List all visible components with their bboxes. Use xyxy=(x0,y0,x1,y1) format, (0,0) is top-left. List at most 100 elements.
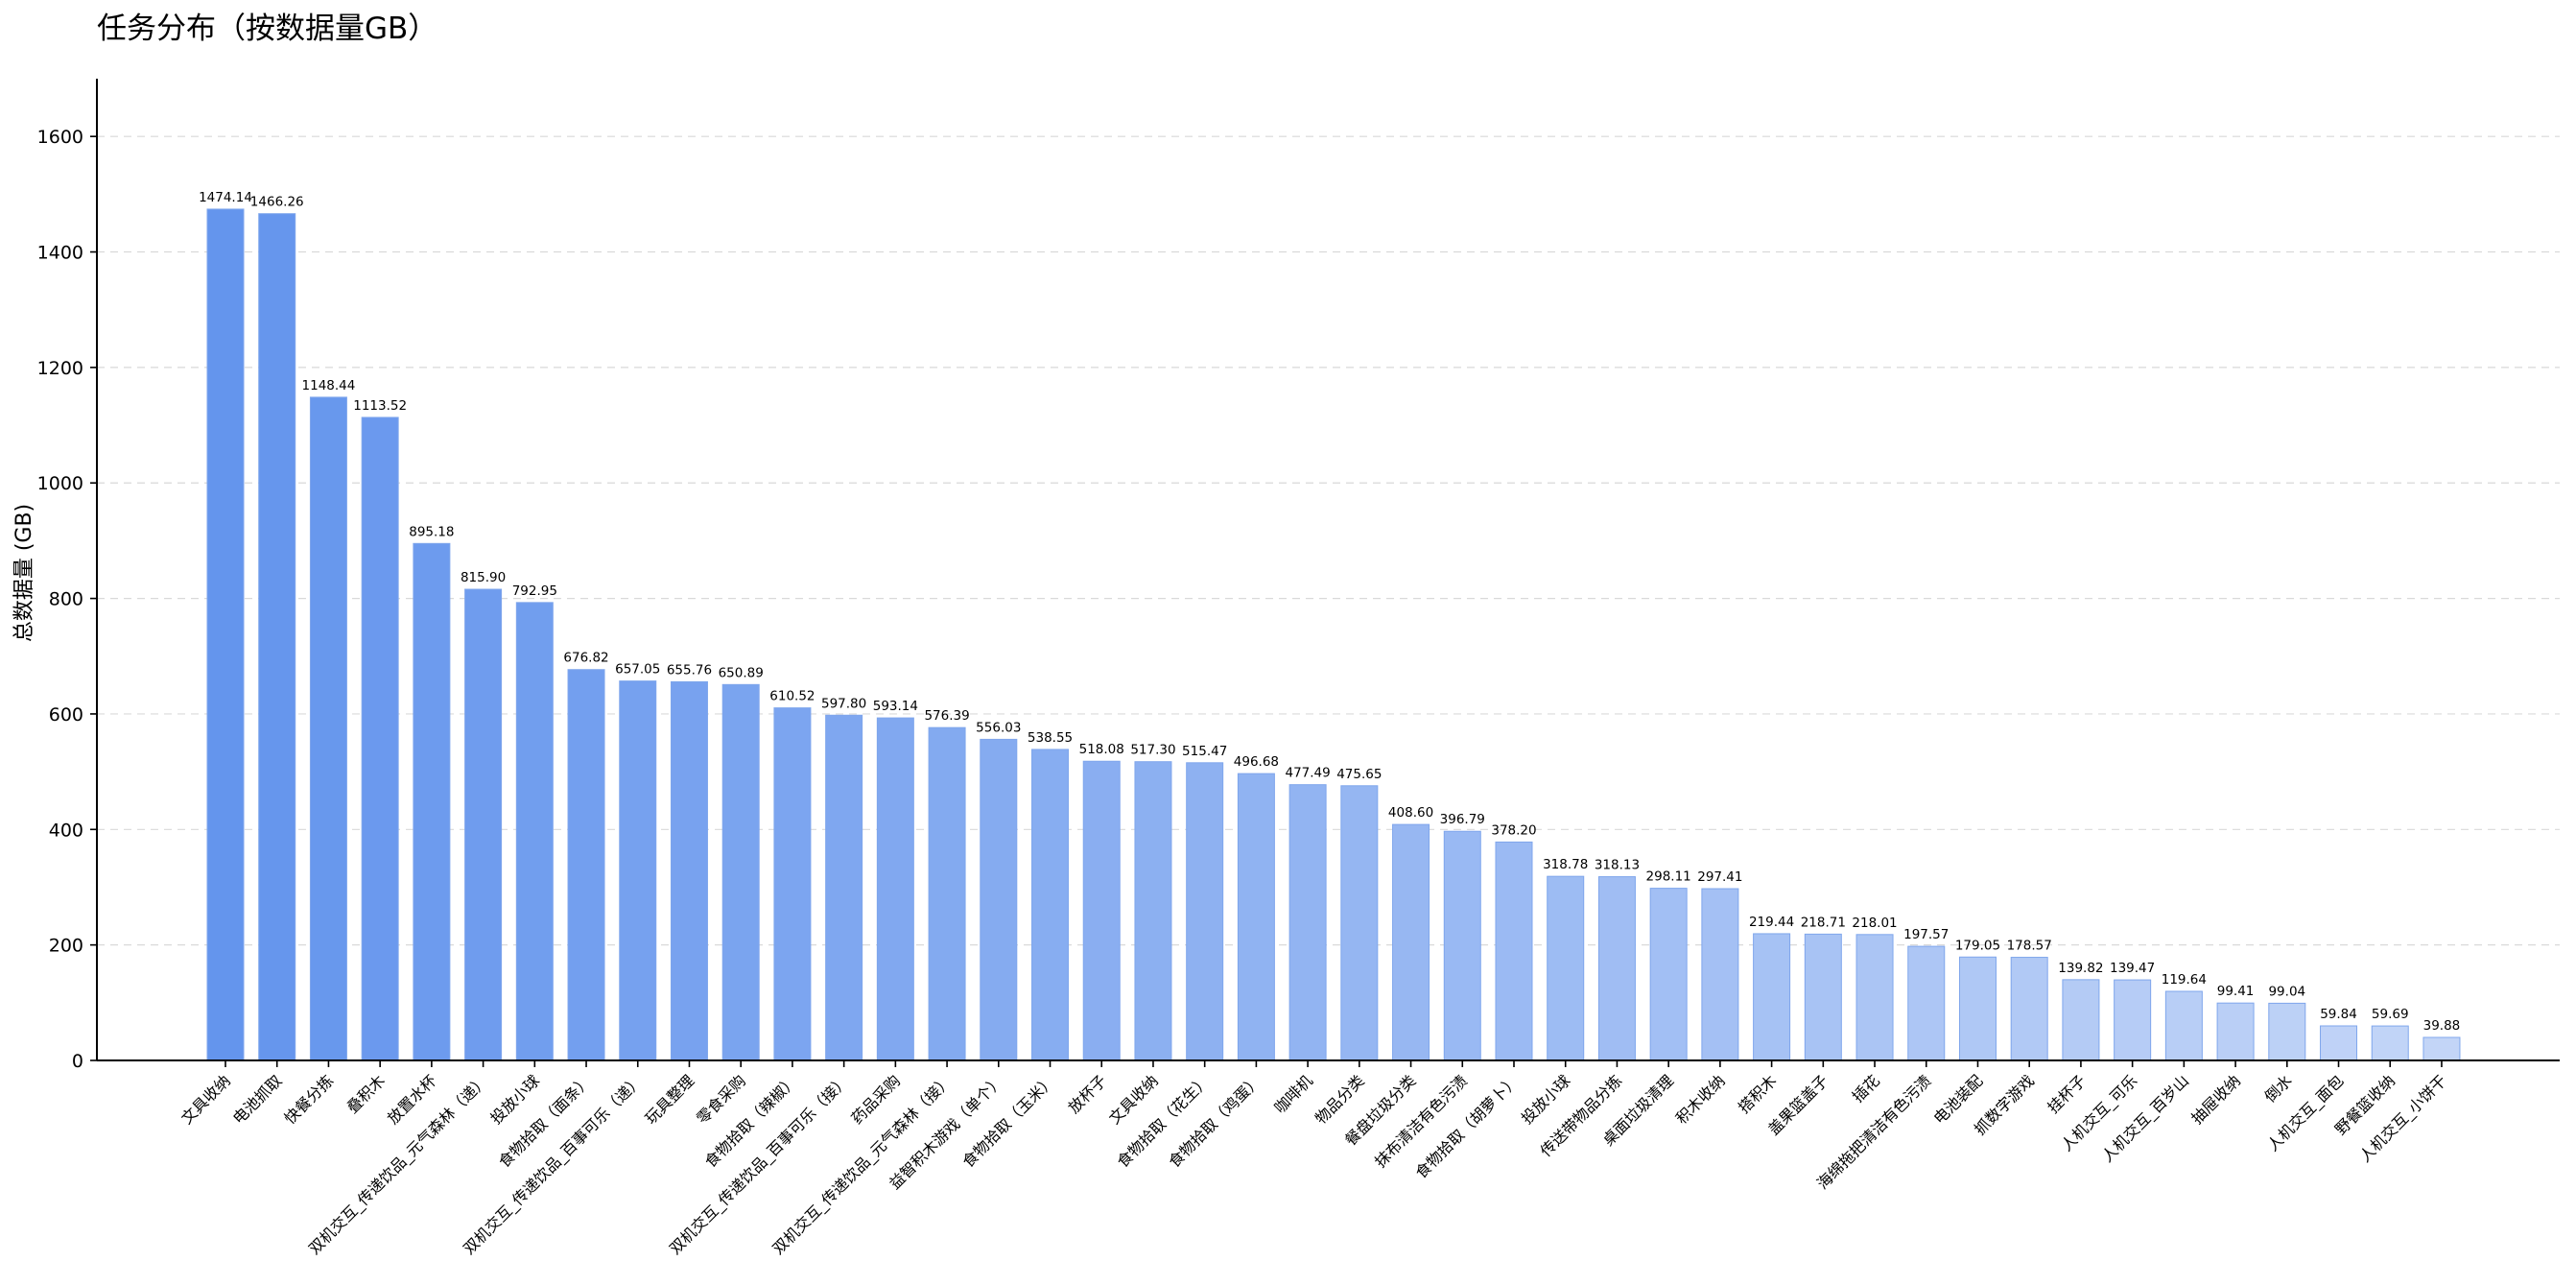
bar-value-label: 396.79 xyxy=(1440,812,1485,827)
bar-value-label: 655.76 xyxy=(667,662,712,678)
bar-value-label: 318.13 xyxy=(1595,858,1640,873)
y-tick-label: 1000 xyxy=(37,473,83,494)
bar xyxy=(1597,876,1636,1061)
x-tick-label: 挂杯子 xyxy=(2044,1071,2089,1116)
bar xyxy=(876,717,914,1061)
bar xyxy=(2320,1025,2358,1061)
bar xyxy=(1186,762,1224,1061)
bar-value-label: 815.90 xyxy=(461,570,506,585)
bar-value-label: 895.18 xyxy=(409,524,454,539)
bar-value-label: 657.05 xyxy=(615,662,660,678)
bar-value-label: 538.55 xyxy=(1028,730,1073,746)
bar-value-label: 517.30 xyxy=(1130,743,1175,758)
bar-value-label: 139.47 xyxy=(2110,961,2155,976)
y-tick-label: 1400 xyxy=(37,243,83,264)
bar xyxy=(825,714,863,1061)
bar xyxy=(1134,761,1172,1061)
bar xyxy=(1907,945,1946,1061)
bar xyxy=(1701,888,1739,1061)
x-tick-label: 抹布清洁有色污渍 xyxy=(1371,1071,1471,1171)
bar xyxy=(980,738,1018,1061)
bar xyxy=(567,669,605,1061)
bar xyxy=(1804,933,1842,1061)
bar xyxy=(773,707,812,1061)
bar-value-label: 197.57 xyxy=(1903,927,1949,942)
x-tick-label: 人机交互_百岁山 xyxy=(2098,1071,2193,1166)
bar-value-label: 1466.26 xyxy=(250,195,304,210)
bar-value-label: 408.60 xyxy=(1388,805,1433,821)
bar-value-label: 59.69 xyxy=(2372,1007,2409,1022)
bar xyxy=(2422,1036,2461,1061)
bar xyxy=(1855,934,1894,1061)
bar-value-label: 99.04 xyxy=(2268,984,2305,999)
bar-value-label: 1113.52 xyxy=(353,398,407,414)
bar-value-label: 1474.14 xyxy=(199,190,252,205)
bar xyxy=(1082,760,1121,1061)
bar-value-label: 1148.44 xyxy=(302,378,356,393)
x-tick-label: 食物拾取（面条） xyxy=(495,1071,595,1171)
bar xyxy=(619,680,657,1061)
bar xyxy=(2371,1025,2409,1061)
bar xyxy=(1958,956,1997,1061)
bars xyxy=(206,208,2461,1061)
bar xyxy=(1547,875,1585,1061)
bar-value-label: 318.78 xyxy=(1543,857,1588,872)
bar-value-label: 676.82 xyxy=(563,651,608,666)
bar-value-label: 650.89 xyxy=(719,665,764,680)
y-tick-label: 200 xyxy=(49,936,83,957)
bar xyxy=(1237,773,1275,1061)
bar-value-label: 597.80 xyxy=(821,696,866,711)
bar xyxy=(413,542,451,1061)
bar xyxy=(2216,1002,2255,1061)
bar-value-label: 179.05 xyxy=(1955,938,2000,953)
bar-value-label: 610.52 xyxy=(769,689,815,704)
bar-value-label: 59.84 xyxy=(2320,1007,2357,1022)
x-tick-label: 玩具整理 xyxy=(642,1071,698,1128)
y-axis-title: 总数据量 (GB) xyxy=(12,504,36,642)
gridlines xyxy=(97,135,2560,946)
bar-value-label: 297.41 xyxy=(1697,869,1742,885)
x-tick-label: 抽屉收纳 xyxy=(2187,1071,2244,1128)
bar xyxy=(2114,979,2152,1061)
bar-value-label: 378.20 xyxy=(1491,822,1536,838)
bar xyxy=(1753,933,1791,1061)
bar xyxy=(1031,749,1070,1061)
x-tick-label: 文具收纳 xyxy=(177,1071,234,1128)
y-tick-label: 600 xyxy=(49,704,83,726)
bar xyxy=(206,208,245,1061)
x-tick-label: 电池抓取 xyxy=(229,1071,286,1128)
bar-value-label: 119.64 xyxy=(2162,972,2207,988)
x-tick-label: 插花 xyxy=(1849,1071,1883,1106)
x-tick-label: 积木收纳 xyxy=(1672,1071,1729,1128)
axes xyxy=(96,79,2560,1061)
bar-value-label: 475.65 xyxy=(1336,767,1382,782)
bar-value-label: 556.03 xyxy=(976,720,1021,735)
bar xyxy=(1495,841,1533,1061)
x-tick-label: 食物拾取（玉米） xyxy=(958,1071,1058,1171)
bar xyxy=(464,588,503,1061)
bar xyxy=(721,683,760,1061)
bar-value-label: 178.57 xyxy=(2007,939,2052,954)
y-tick-label: 400 xyxy=(49,820,83,841)
x-tick-label: 人机交互_小饼干 xyxy=(2355,1071,2450,1166)
bar-value-label: 298.11 xyxy=(1646,869,1691,885)
bar-value-label: 139.82 xyxy=(2058,961,2103,976)
bar xyxy=(1340,785,1379,1061)
bar-value-label: 576.39 xyxy=(924,708,969,724)
bar xyxy=(2268,1002,2306,1061)
bar xyxy=(2010,957,2048,1061)
bar-value-label: 792.95 xyxy=(512,583,557,599)
x-tick-label: 搭积木 xyxy=(1735,1071,1780,1116)
x-tick-label: 放杯子 xyxy=(1065,1071,1110,1116)
y-axis-ticks: 0 200 400 600 800 1000 1200 1400 1600 xyxy=(37,127,97,1072)
x-tick-label: 倒水 xyxy=(2261,1071,2296,1106)
y-tick-label: 800 xyxy=(49,589,83,610)
bar-value-label: 219.44 xyxy=(1749,915,1794,930)
bar xyxy=(2062,979,2100,1061)
bar xyxy=(1288,784,1327,1061)
x-tick-label: 叠积木 xyxy=(343,1071,389,1116)
